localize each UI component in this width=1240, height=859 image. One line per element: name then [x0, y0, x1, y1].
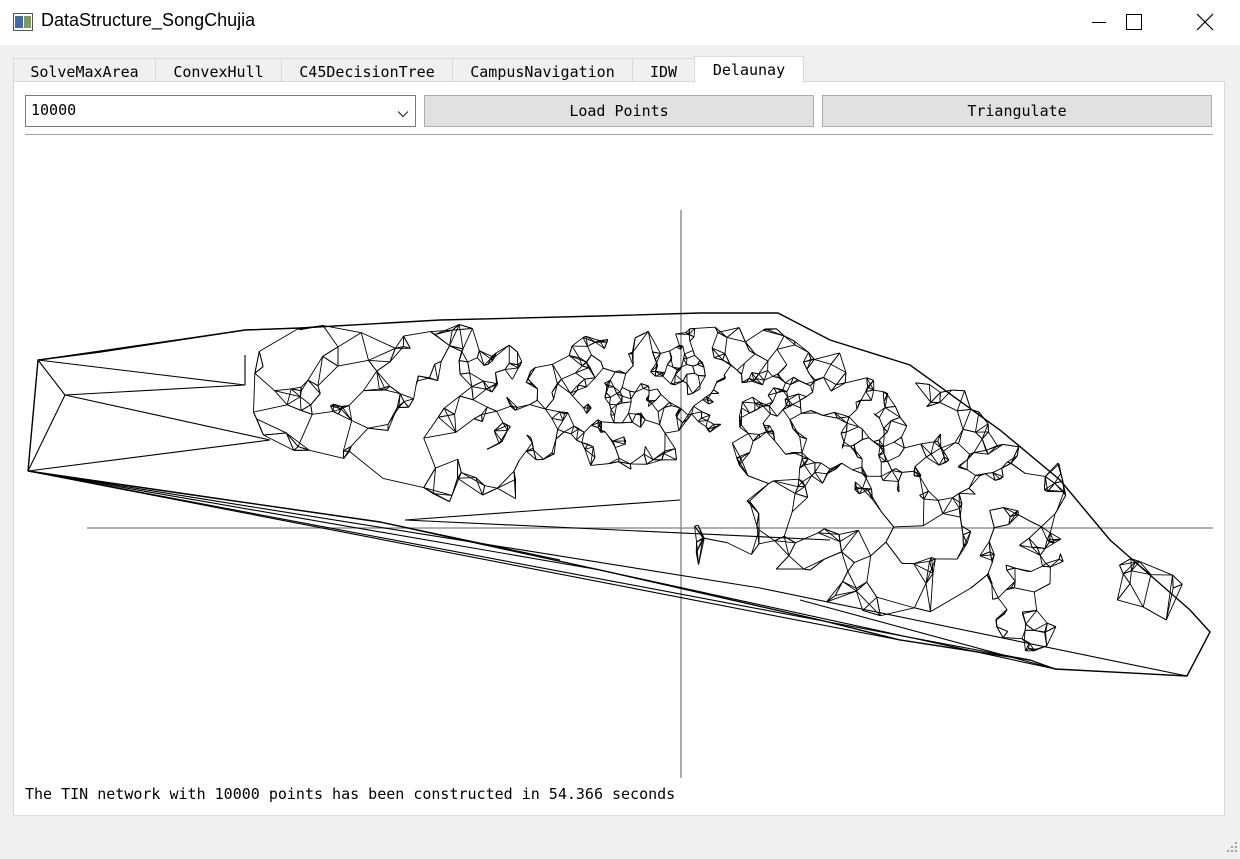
point-count-value: 10000 [31, 101, 77, 119]
title-bar: DataStructure_SongChujia [0, 0, 1240, 45]
tab-c45decisiontree[interactable]: C45DecisionTree [281, 58, 453, 83]
tab-convexhull[interactable]: ConvexHull [155, 58, 282, 83]
tab-delaunay[interactable]: Delaunay [694, 56, 804, 83]
close-button[interactable] [1170, 0, 1240, 45]
maximize-icon [1126, 14, 1142, 30]
close-icon [1196, 13, 1214, 31]
triangulate-button[interactable]: Triangulate [822, 95, 1212, 127]
tab-solvemaxarea[interactable]: SolveMaxArea [13, 58, 156, 83]
axes [87, 210, 1213, 778]
tin-canvas[interactable] [14, 138, 1224, 783]
load-points-button[interactable]: Load Points [424, 95, 814, 127]
tab-campusnavigation[interactable]: CampusNavigation [452, 58, 633, 83]
maximize-button[interactable] [1099, 0, 1169, 45]
app-icon [13, 13, 33, 31]
minimize-icon [1092, 22, 1106, 23]
status-message: The TIN network with 10000 points has be… [25, 785, 676, 803]
point-count-dropdown[interactable]: 10000 [25, 95, 416, 127]
resize-grip-icon[interactable] [1227, 837, 1237, 856]
window-title: DataStructure_SongChujia [41, 10, 256, 30]
tin-mesh [27, 312, 1211, 677]
minimize-button[interactable] [1064, 0, 1134, 45]
tin-hull [27, 312, 1211, 677]
chevron-down-icon [397, 105, 409, 124]
toolbar-separator [25, 134, 1213, 135]
tab-idw[interactable]: IDW [632, 58, 695, 83]
